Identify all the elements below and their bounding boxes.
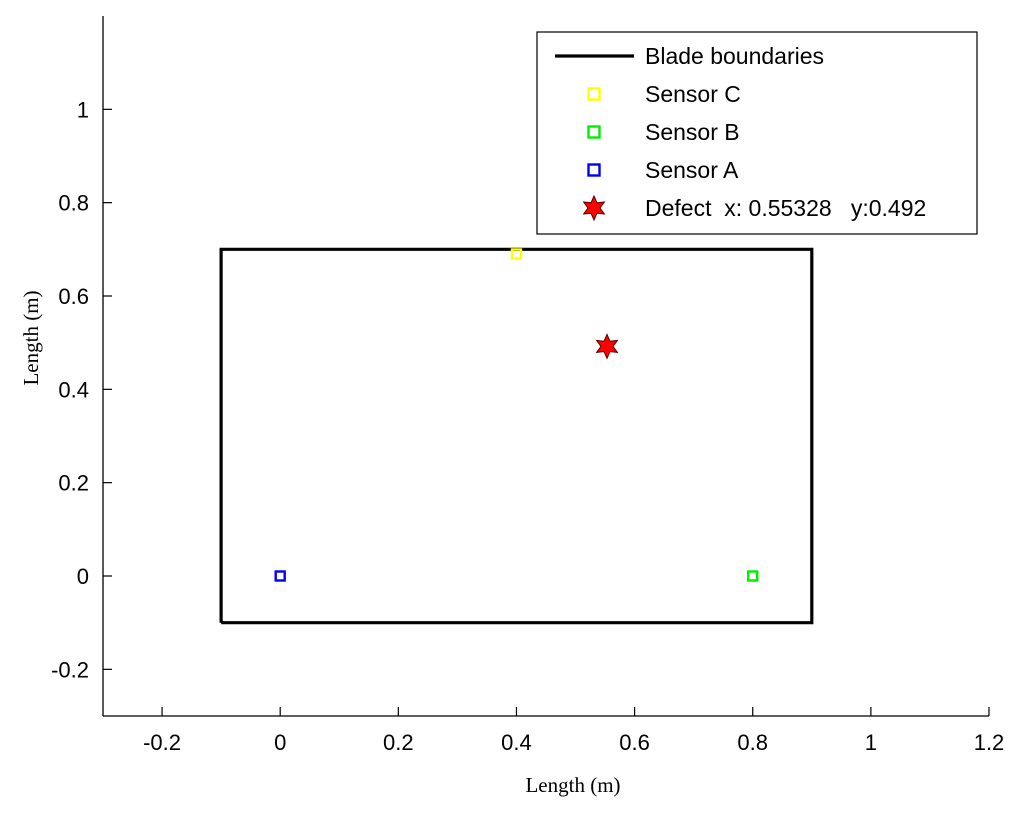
x-tick-label: 0.8 [737,730,768,755]
sensor-marker [747,570,759,582]
x-axis-ticks: -0.2 0 0.2 0.4 0.6 0.8 1 1.2 [143,707,1004,755]
sensor-marker [274,570,286,582]
y-tick-label: 0.2 [58,471,89,496]
blade-boundary-line [219,247,814,625]
sensor-marker [510,248,523,260]
y-tick-label: 0 [77,564,89,589]
x-tick-label: 0.6 [619,730,650,755]
legend-label: Sensor B [645,119,740,145]
legend-star-symbol [582,194,606,222]
y-tick-label: -0.2 [51,657,89,682]
legend-square-symbol [587,87,601,101]
y-tick-label: 0.4 [58,377,89,402]
y-tick-label: 1 [77,97,89,122]
x-tick-label: 1.2 [974,730,1005,755]
legend-label: Sensor C [645,81,741,107]
x-axis-title: Length (m) [525,773,620,797]
axes [102,16,989,717]
legend-box [536,31,978,235]
y-axis-title: Length (m) [19,290,43,385]
defect-marker [595,333,619,360]
x-tick-label: 0 [274,730,286,755]
x-tick-label: 0.2 [383,730,414,755]
legend: Blade boundaries Sensor C Sensor B Sensor A… [536,31,978,235]
x-tick-label: 0.4 [501,730,532,755]
y-tick-label: 0.6 [58,284,89,309]
x-tick-label: 1 [865,730,877,755]
y-tick-label: 0.8 [58,191,89,216]
legend-square-symbol [587,163,601,177]
plot-area [219,247,814,625]
y-axis-ticks: -0.2 0 0.2 0.4 0.6 0.8 1 [51,97,112,682]
x-tick-label: -0.2 [143,730,181,755]
legend-label: Sensor A [645,157,739,183]
legend-square-symbol [587,125,601,139]
legend-label: Defect x: 0.55328 y:0.492 [645,195,926,221]
legend-label: Blade boundaries [645,43,824,69]
